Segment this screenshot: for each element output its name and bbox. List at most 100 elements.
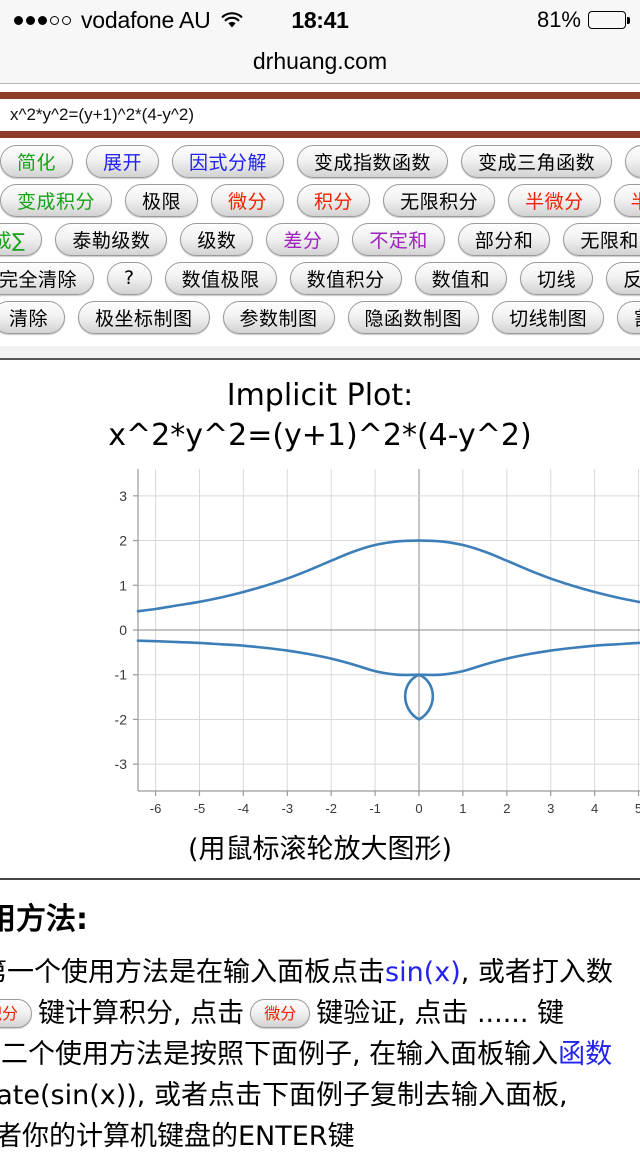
signal-strength-icon [14,15,71,25]
instructions-line-1: 第一个使用方法是在输入面板点击 sin(x) , 或者打入数 [0,952,640,993]
calc-button-5-2[interactable]: 极坐标制图 [78,300,210,334]
instr-2-text-b: 键验证, 点击 ...... 键 [316,998,565,1030]
carrier-label: vodafone AU [81,6,211,33]
calc-button-2-5[interactable]: 无限积分 [383,183,496,217]
differential-pill-icon[interactable]: 微分 [250,999,311,1029]
instructions-section: 使用方法: 第一个使用方法是在输入面板点击 sin(x) , 或者打入数 积分 … [0,880,640,1157]
instr-2-text-a: 键计算积分, 点击 [38,998,245,1030]
page-content: 简化展开因式分解变成指数函数变成三角函数变成双曲函数变成积分极限微分积分无限积分… [0,92,640,1157]
calc-button-3-5[interactable]: 不定和 [352,222,445,256]
calc-button-1-5[interactable]: 变成三角函数 [461,144,613,178]
calculator-button-row-4: 完全清除? 数值极限数值积分数值和切线反函数 [0,260,640,296]
calculator-button-panel: 简化展开因式分解变成指数函数变成三角函数变成双曲函数变成积分极限微分积分无限积分… [0,138,640,346]
xtick-label--5: -5 [194,801,206,816]
curve-loop [404,673,434,721]
battery-icon [588,11,630,29]
wifi-icon [221,11,243,29]
horizontal-rule [0,878,640,881]
calc-button-3-7[interactable]: 无限和 [563,222,640,256]
calc-button-3-4[interactable]: 差分 [266,222,340,256]
status-bar-right: 81% [536,7,630,33]
calc-button-4-6[interactable]: 切线 [520,261,594,295]
formula-input-wrapper [0,92,640,138]
calc-button-1-3[interactable]: 因式分解 [172,144,285,178]
formula-input[interactable] [0,99,640,131]
calc-button-1-4[interactable]: 变成指数函数 [297,144,449,178]
ytick-label--2: -2 [115,712,128,728]
xtick-label--4: -4 [238,801,250,816]
calc-button-5-4[interactable]: 隐函数制图 [347,300,480,334]
plot-caption: (用鼠标滚轮放大图形) [187,834,453,866]
calc-button-4-3[interactable]: 数值极限 [164,261,277,295]
calc-button-5-3[interactable]: 参数制图 [222,300,335,334]
calc-button-4-1[interactable]: 完全清除 [0,261,95,295]
calc-button-2-2[interactable]: 极限 [125,183,199,217]
ytick-label--3: -3 [115,756,128,772]
calculator-button-row-3: 变成∑泰勒级数级数差分不定和部分和无限和和 [0,221,640,257]
instructions-line-5: 或者你的计算机键盘的ENTER键 [0,1116,640,1157]
xtick-label-1: 1 [459,801,466,816]
ytick-label-3: 3 [119,488,127,504]
status-bar-left: vodafone AU [14,7,245,34]
plot-section: Implicit Plot: x^2*y^2=(y+1)^2*(4-y^2) -… [0,360,640,879]
calc-button-4-5[interactable]: 数值和 [414,261,508,295]
calc-button-2-4[interactable]: 积分 [297,183,371,217]
xtick-label-2: 2 [503,801,510,816]
sin-function-link[interactable]: sin(x) [385,957,461,989]
xtick-label-3: 3 [547,801,554,816]
calculator-button-row-1: 简化展开因式分解变成指数函数变成三角函数变成双曲函数 [0,143,640,179]
calc-button-2-6[interactable]: 半微分 [508,183,601,217]
browser-url-bar[interactable]: drhuang.com [0,40,640,84]
calc-button-2-1[interactable]: 变成积分 [0,183,113,217]
xtick-label-0: 0 [415,801,422,816]
instructions-line-3: 第二个使用方法是按照下面例子, 在输入面板输入 函数 [0,1034,640,1075]
xtick-label--6: -6 [150,801,162,816]
calculator-button-row-5: 清除极坐标制图参数制图隐函数制图切线制图割线制图 [0,299,640,335]
xtick-label-4: 4 [591,801,598,816]
calc-button-2-7[interactable]: 半积分 [613,183,640,217]
xtick-label-5: 5 [635,801,640,816]
battery-percent-label: 81% [536,7,581,32]
ytick-label-0: 0 [119,622,127,638]
ytick-label-1: 1 [119,577,127,593]
instr-4-text: grate(sin(x)), 或者点击下面例子复制去输入面板, [0,1080,568,1112]
ytick-label-2: 2 [119,533,127,549]
calc-button-2-3[interactable]: 微分 [211,183,285,217]
section-divider [0,346,640,360]
calc-button-3-1[interactable]: 变成∑ [0,222,43,256]
calc-button-1-1[interactable]: 简化 [0,144,74,178]
calc-button-4-4[interactable]: 数值积分 [289,261,402,295]
instructions-heading: 使用方法: [0,902,88,938]
ytick-label--1: -1 [115,667,128,683]
plot-title-line1: Implicit Plot: [226,378,414,413]
calc-button-5-6[interactable]: 割线制图 [617,300,640,334]
instructions-line-4: grate(sin(x)), 或者点击下面例子复制去输入面板, [0,1075,640,1116]
calc-button-5-5[interactable]: 切线制图 [492,300,605,334]
function-link[interactable]: 函数 [558,1039,613,1071]
xtick-label--3: -3 [282,801,294,816]
calc-button-1-2[interactable]: 展开 [86,144,160,178]
calculator-button-row-2: 变成积分极限微分积分无限积分半微分半积分 [0,182,640,218]
plot-title-line2: x^2*y^2=(y+1)^2*(4-y^2) [108,417,532,453]
instr-1-text-a: 第一个使用方法是在输入面板点击 [0,957,385,989]
calc-button-1-6[interactable]: 变成双曲函数 [625,144,640,178]
calc-button-4-7[interactable]: 反函数 [606,261,640,295]
calc-button-3-6[interactable]: 部分和 [457,222,551,256]
curve-upper-branch [136,539,640,613]
instr-1-text-b: , 或者打入数 [460,957,613,989]
calc-button-4-2[interactable]: ? [107,261,152,295]
instr-5-text: 或者你的计算机键盘的ENTER键 [0,1121,355,1153]
status-bar: vodafone AU 18:41 81% [0,0,640,40]
integral-pill-icon[interactable]: 积分 [0,999,33,1029]
url-text: drhuang.com [252,48,388,74]
calc-button-5-1[interactable]: 清除 [0,300,66,334]
calc-button-3-2[interactable]: 泰勒级数 [55,222,168,256]
plot-title: Implicit Plot: x^2*y^2=(y+1)^2*(4-y^2) [0,372,640,461]
instructions-line-2: 积分 键计算积分, 点击 微分 键验证, 点击 ...... 键 [0,993,640,1034]
xtick-label--2: -2 [325,801,337,816]
calc-button-3-3[interactable]: 级数 [180,222,254,256]
xtick-label--1: -1 [369,801,381,816]
instr-3-text-a: 第二个使用方法是按照下面例子, 在输入面板输入 [0,1039,559,1071]
